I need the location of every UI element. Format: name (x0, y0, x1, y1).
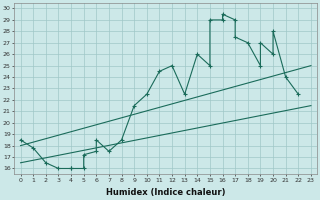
X-axis label: Humidex (Indice chaleur): Humidex (Indice chaleur) (106, 188, 226, 197)
